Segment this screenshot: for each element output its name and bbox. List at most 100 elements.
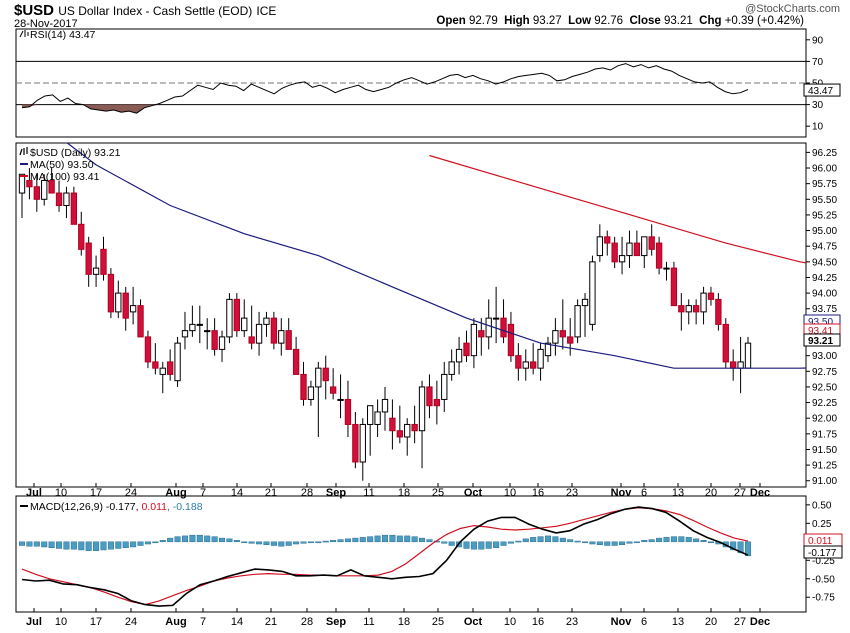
macd-hist-bar (70, 541, 77, 550)
price-ytick-label: 91.00 (812, 476, 837, 487)
candle-body-down (78, 223, 85, 250)
macd-hist-bar (367, 536, 374, 543)
candle-body-up (374, 411, 381, 425)
candle-body-down (233, 298, 241, 332)
candle-body-down (248, 336, 255, 344)
candle (463, 330, 470, 362)
candle-body-up (455, 348, 463, 363)
ma50-line (66, 143, 806, 369)
candle-body-down (559, 330, 566, 338)
candle (396, 405, 403, 444)
candle (529, 343, 537, 375)
candle (589, 255, 596, 331)
macd-xtick-label: 13 (672, 616, 684, 628)
candle-body-down (426, 386, 433, 407)
candle-body-up (404, 423, 411, 438)
macd-hist-bar (204, 535, 211, 543)
candle (181, 311, 189, 350)
macd-hist-bar (18, 541, 26, 546)
candle-body-up (189, 323, 196, 332)
price-ytick-label: 96.25 (812, 148, 837, 159)
candle-body-up (181, 330, 189, 338)
candle (478, 318, 485, 356)
candle-body-down (655, 242, 663, 269)
macd-hist-bar (463, 541, 470, 549)
rsi-line (21, 63, 749, 114)
price-xtick-label: 25 (432, 487, 444, 499)
macd-xtick-label: 27 (734, 616, 746, 628)
candle (678, 293, 685, 331)
candle (48, 168, 55, 194)
candle (559, 299, 566, 350)
macd-hist-bar (107, 541, 114, 550)
candle (166, 349, 174, 381)
macd-xtick-label: Oct (464, 616, 483, 628)
candle (418, 380, 426, 469)
candle-body-down (730, 361, 737, 369)
candle (367, 405, 374, 456)
candle-body-up (115, 292, 122, 313)
price-xtick-label: Jul (26, 487, 42, 499)
candle-body-down (55, 192, 63, 207)
macd-hist-bar (285, 541, 292, 546)
candle-body-up (522, 361, 529, 369)
candle (389, 399, 396, 450)
candle-body-down (344, 398, 352, 425)
price-xtick-label: 24 (125, 487, 137, 499)
macd-hist-bar (352, 537, 359, 543)
price-ytick-label: 91.75 (812, 429, 837, 440)
candle-body-down (396, 430, 403, 438)
candle (152, 343, 159, 375)
macd-hist-bar (196, 534, 203, 543)
macd-hist-bar (381, 534, 389, 543)
macd-hist-bar (670, 536, 677, 543)
candle (374, 399, 381, 437)
candle (285, 318, 292, 350)
macd-value-tag: -0.177 (808, 548, 837, 559)
macd-hist-bar (137, 541, 144, 546)
macd-hist-bar (411, 536, 418, 543)
price-ytick-label: 91.25 (812, 461, 837, 472)
macd-hist-bar (48, 541, 55, 548)
ma-lines (66, 143, 806, 369)
candle (470, 318, 478, 369)
candle (581, 293, 589, 337)
candle (641, 236, 648, 269)
candle-body-down (604, 236, 611, 244)
candle (322, 355, 329, 400)
macd-hist-bar (611, 541, 618, 546)
candle (655, 236, 663, 275)
candle-body-up (485, 317, 492, 338)
candle-body-up (381, 398, 389, 413)
macd-hist-bar (493, 541, 500, 548)
macd-hist-bar (248, 541, 255, 544)
candle-body-up (263, 317, 270, 325)
macd-hist-bar (485, 541, 492, 549)
candle (92, 255, 100, 287)
candle-body-up (255, 323, 263, 344)
candle (537, 343, 544, 381)
candle-body-up (744, 342, 752, 369)
candle-body-up (129, 305, 137, 313)
candle (63, 186, 70, 219)
price-ytick-label: 91.50 (812, 445, 837, 456)
candle-body-down (722, 323, 729, 363)
candle (263, 311, 270, 337)
candle (441, 361, 448, 412)
macd-hist-bar (315, 541, 322, 544)
macd-hist-bar (359, 537, 366, 543)
macd-hist-bar (530, 537, 537, 543)
macd-xtick-label: Nov (611, 616, 633, 628)
candle (144, 330, 152, 369)
macd-hist-bar (159, 540, 166, 543)
candle (700, 286, 707, 325)
macd-hist-bar (567, 539, 574, 543)
price-ytick-label: 92.75 (812, 367, 837, 378)
macd-xtick-label: Aug (165, 616, 186, 628)
macd-hist-bar (330, 540, 337, 543)
macd-ytick-label: -0.25 (812, 556, 835, 567)
macd-xtick-label: 17 (90, 616, 102, 628)
macd-hist-bar (737, 541, 744, 554)
price-xtick-label: 14 (231, 487, 243, 499)
price-xtick-label: 17 (90, 487, 102, 499)
